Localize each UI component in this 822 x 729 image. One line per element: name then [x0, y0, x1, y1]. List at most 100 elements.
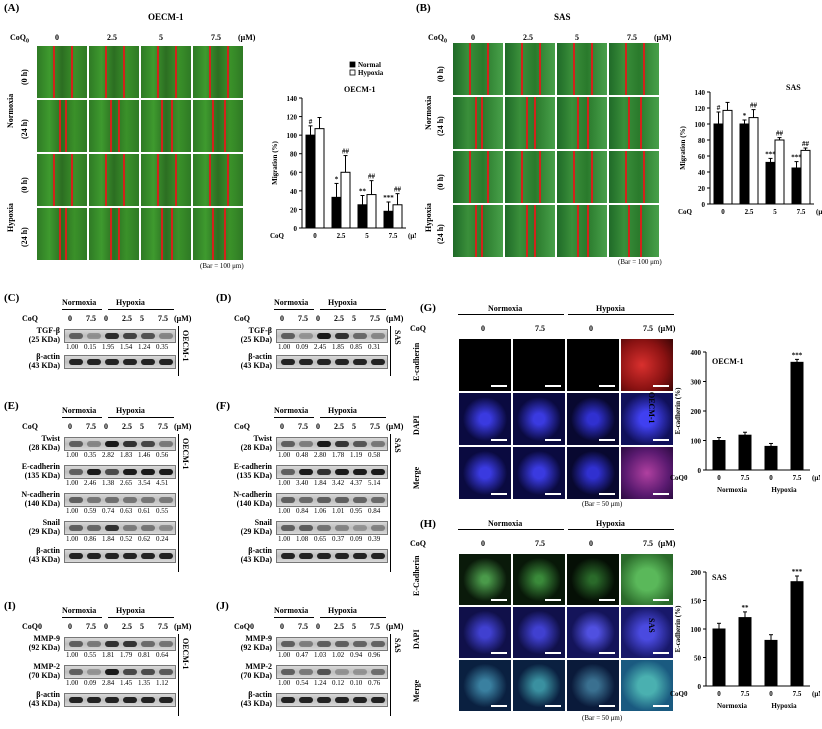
- band-density: 0.12: [332, 679, 345, 687]
- bar: [764, 639, 778, 687]
- bar: [314, 128, 325, 229]
- time-label: (0 h): [436, 66, 445, 82]
- band: [371, 441, 385, 447]
- lane-dose: 2.5: [122, 314, 132, 323]
- hypoxia-header: Hypoxia: [328, 298, 357, 307]
- lane-dose: 0: [316, 622, 320, 631]
- wound-edge-left: [110, 100, 112, 152]
- band: [123, 359, 137, 365]
- band-density: 1.00: [66, 651, 79, 659]
- wound-edge-left: [110, 208, 112, 260]
- time-label: (24 h): [436, 224, 445, 244]
- scratch-image: [192, 99, 244, 153]
- scratch-image: [452, 42, 504, 96]
- bar: [791, 167, 802, 205]
- lane-dose: 0: [280, 422, 284, 431]
- x-tick-label: 7.5: [741, 474, 750, 482]
- bar: [765, 161, 776, 205]
- fluorescence-image: [566, 338, 620, 392]
- hypoxia-line: [108, 617, 174, 618]
- blot-strip: [276, 521, 388, 535]
- panel-a-row-normoxia: Normoxia: [6, 93, 15, 128]
- panel-a-chart: 0 20 40 60 80 100 120 140 Migration (%) OECM-1 0 2.…: [270, 61, 416, 240]
- blot-strip: [64, 521, 176, 535]
- panel-h-cell: SAS: [647, 618, 656, 633]
- panel-label: (F): [216, 400, 231, 412]
- band: [335, 497, 349, 503]
- band: [353, 441, 367, 447]
- lane-dose: 7.5: [370, 422, 380, 431]
- band: [123, 441, 137, 447]
- scale-bar: [491, 652, 507, 654]
- y-tick-label: 140: [695, 89, 706, 97]
- fluorescence-image: [566, 446, 620, 500]
- fluorescence-image: [566, 553, 620, 606]
- band: [141, 333, 155, 339]
- x-tick-label: 0: [717, 690, 721, 698]
- blot-strip: [276, 355, 388, 369]
- normoxia-header: Normoxia: [62, 406, 97, 415]
- fluorescence-image: [566, 659, 620, 712]
- band: [87, 553, 101, 559]
- hypoxia-header: Hypoxia: [328, 606, 357, 615]
- lane-dose: 0: [280, 314, 284, 323]
- band: [353, 469, 367, 475]
- protein-size: (43 KDa): [240, 361, 272, 370]
- band: [141, 497, 155, 503]
- band: [141, 697, 155, 703]
- normoxia-header: Normoxia: [488, 519, 523, 528]
- wound-edge-left: [577, 205, 579, 257]
- scratch-image: [36, 45, 88, 99]
- protein-name: MMP-2: [33, 662, 60, 671]
- cell-line-label: SAS: [393, 438, 402, 453]
- wound-edge-right: [171, 100, 173, 152]
- blot-strip: [276, 329, 388, 343]
- blot-strip: [276, 665, 388, 679]
- band-density: 1.00: [278, 479, 291, 487]
- fluorescence-image: [512, 338, 566, 392]
- bar: [764, 445, 778, 471]
- fluorescence-image: [566, 392, 620, 446]
- scratch-image: [140, 153, 192, 207]
- significance-mark: ##: [750, 102, 758, 110]
- significance-mark: ##: [802, 140, 810, 148]
- band: [281, 441, 295, 447]
- band: [371, 697, 385, 703]
- x-tick-label: 5: [773, 208, 777, 216]
- band: [335, 441, 349, 447]
- y-tick-label: 0: [702, 201, 706, 209]
- band: [123, 525, 137, 531]
- unit-label: (μM): [174, 314, 192, 323]
- protein-name: TGF-β: [36, 326, 60, 335]
- band-density: 0.54: [296, 679, 309, 687]
- band-density: 0.74: [102, 507, 115, 515]
- protein-name: β-actin: [248, 690, 272, 699]
- wound-edge-right: [175, 46, 177, 98]
- wound-edge-right: [227, 154, 229, 206]
- band: [159, 497, 173, 503]
- normoxia-header: Normoxia: [274, 298, 309, 307]
- coq-label: CoQ0: [22, 622, 42, 631]
- y-tick-label: 50: [694, 655, 702, 663]
- fluorescence-image: [458, 606, 512, 659]
- protein-size: (29 KDa): [240, 527, 272, 536]
- band: [335, 469, 349, 475]
- wound-edge-left: [209, 46, 211, 98]
- significance-mark: ##: [368, 173, 376, 181]
- scratch-image: [88, 45, 140, 99]
- bar: [305, 134, 316, 229]
- row-label: Merge: [412, 679, 421, 702]
- x-prefix: CoQ0: [670, 690, 688, 698]
- protein-name: E-cadherin: [233, 462, 272, 471]
- band-density: 1.81: [102, 651, 115, 659]
- band-density: 1.00: [278, 651, 291, 659]
- wound-edge-right: [224, 208, 226, 260]
- band-density: 1.00: [278, 343, 291, 351]
- lane-dose: 0: [68, 422, 72, 431]
- band-density: 1.08: [296, 535, 309, 543]
- scratch-image: [504, 42, 556, 96]
- wound-edge-left: [526, 97, 528, 149]
- wound-edge-right: [123, 154, 125, 206]
- panel-h-chart: 0 50 100 150 200 E-cadherin (%) SAS 0 7.5 0 7.5 CoQ…: [670, 568, 820, 710]
- band-density: 0.31: [368, 343, 381, 351]
